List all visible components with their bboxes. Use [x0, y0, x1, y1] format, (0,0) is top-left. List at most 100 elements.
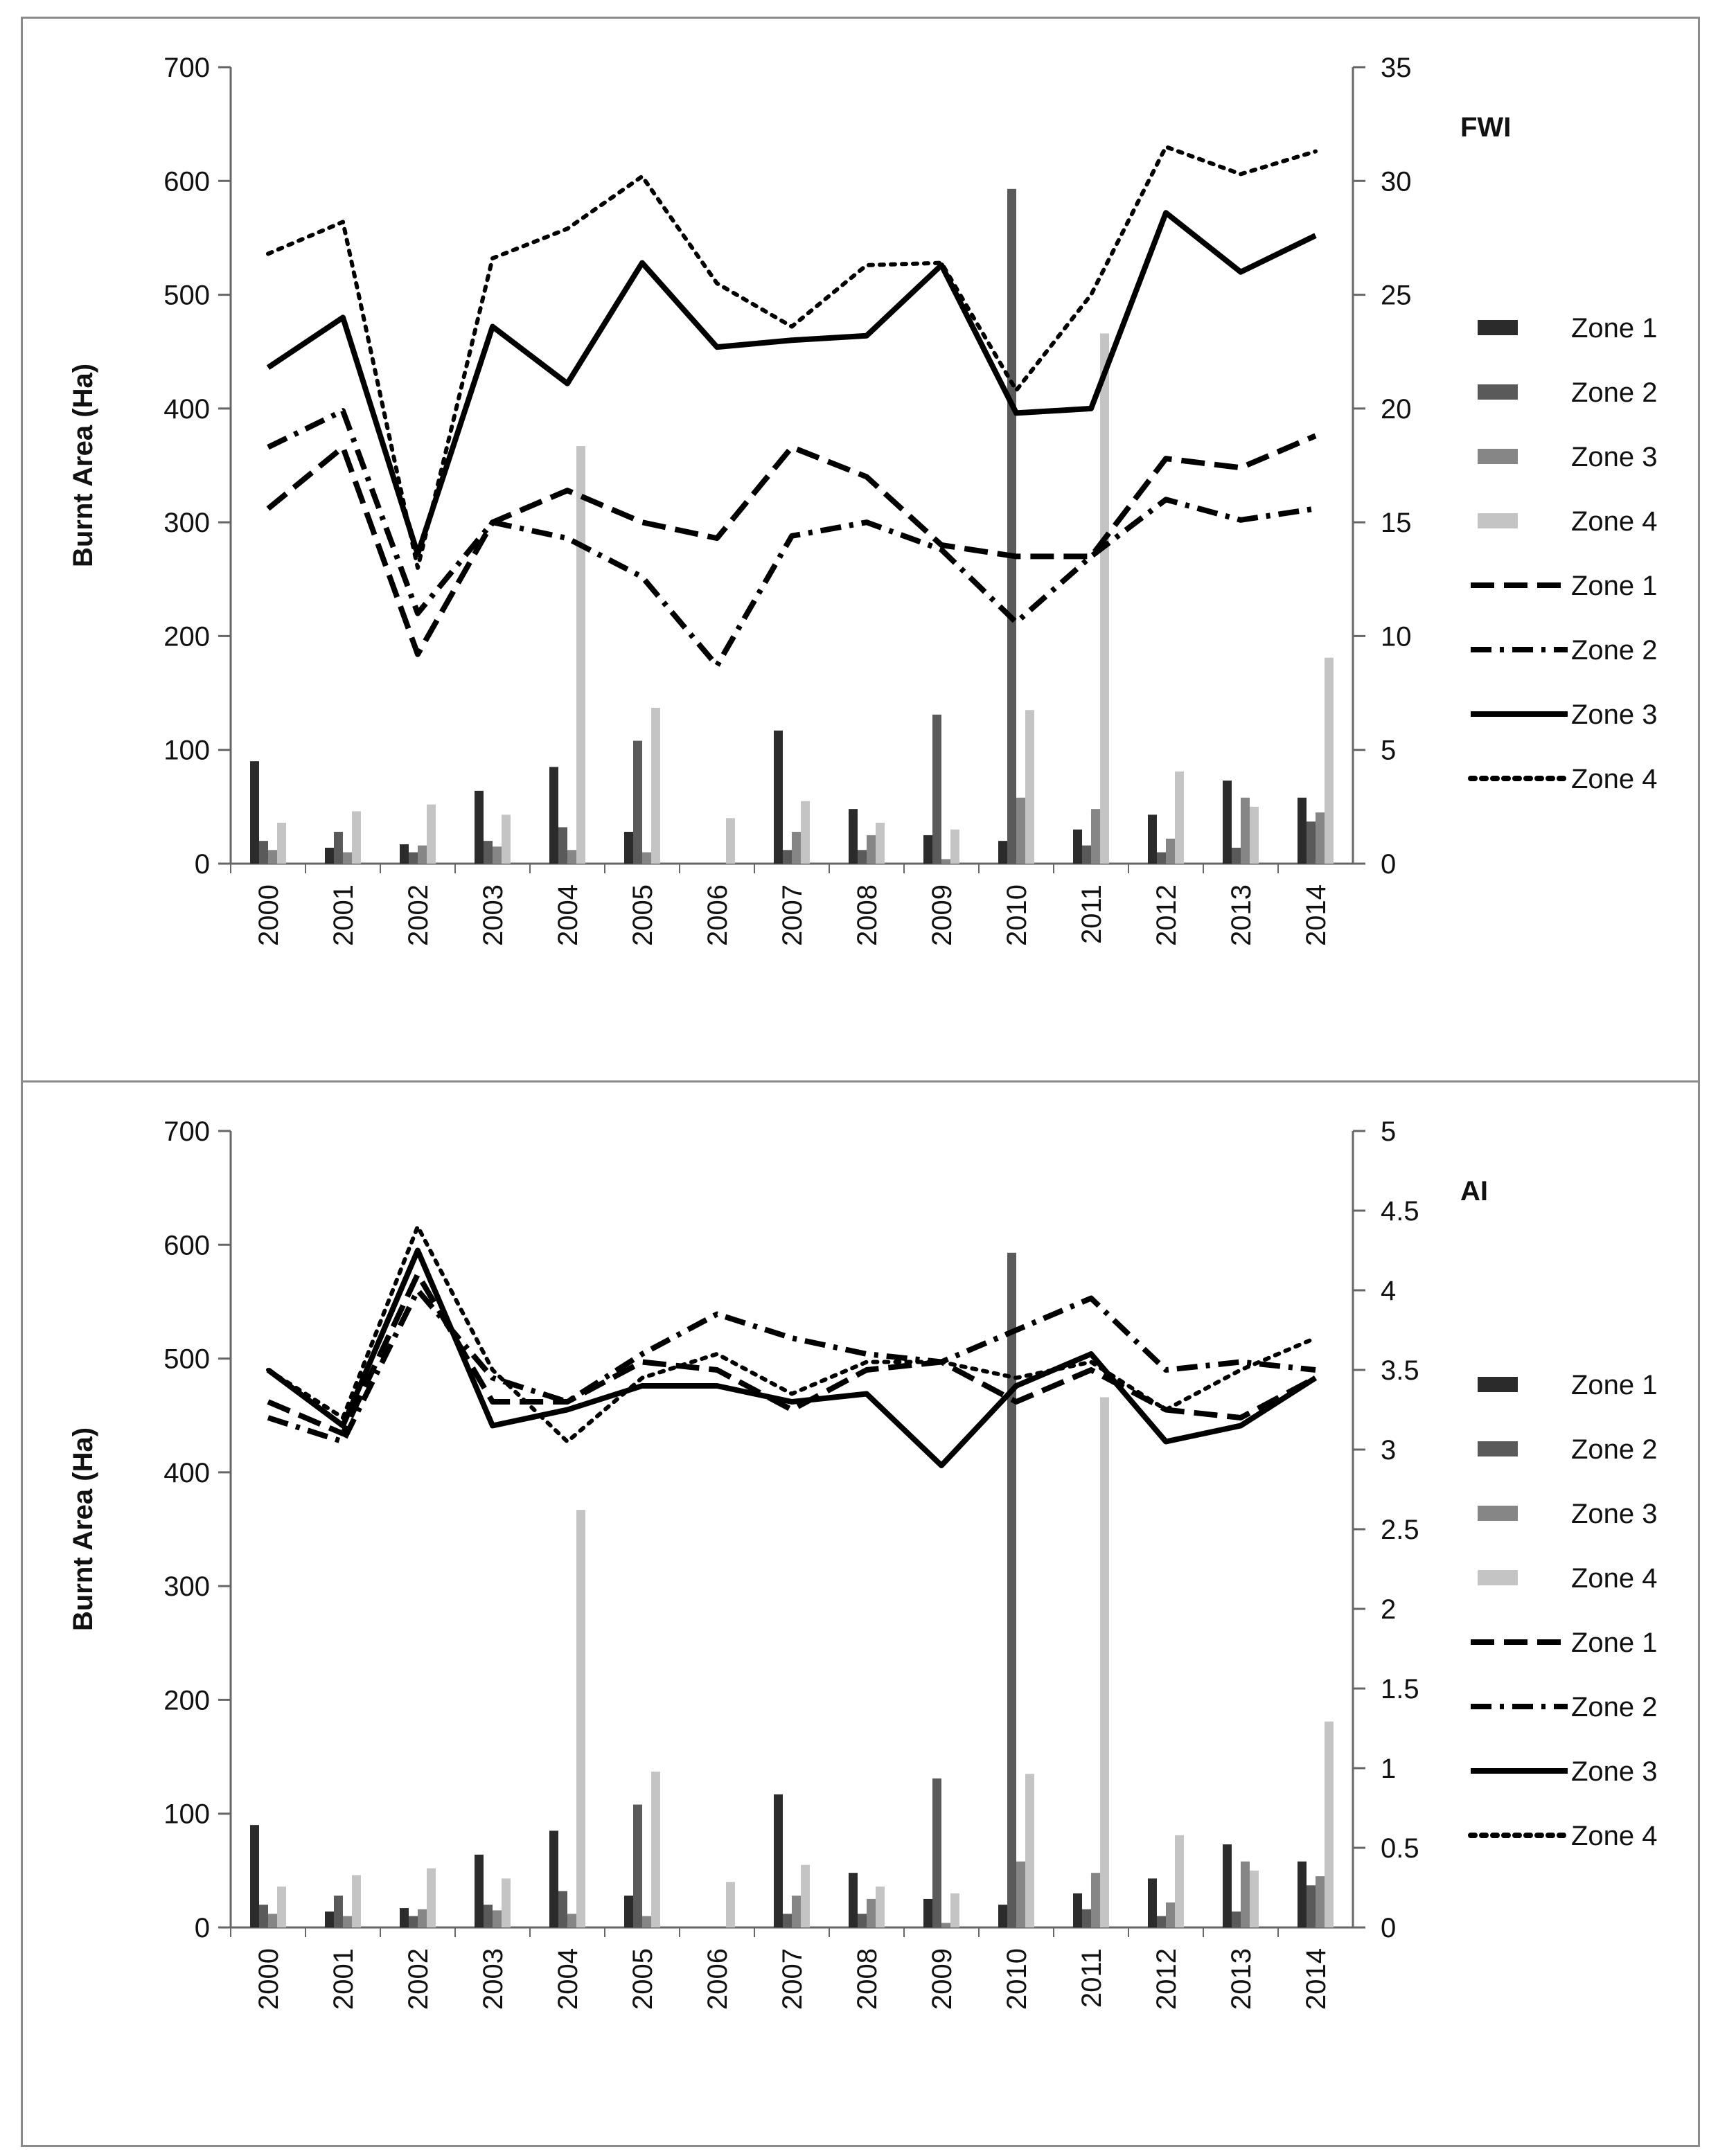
bar-zone-1	[325, 1912, 334, 1927]
x-tick-label: 2005	[628, 884, 658, 946]
bar-zone-2	[1157, 852, 1166, 864]
legend-swatch-bar	[1478, 513, 1518, 528]
x-tick-label: 2010	[1002, 884, 1032, 946]
bar-zone-4	[1250, 1870, 1259, 1927]
bar-zone-2	[783, 850, 792, 864]
legend-swatch-bar	[1478, 320, 1518, 335]
legend-label: Zone 2	[1571, 1692, 1658, 1722]
fwi-chart-panel: 0 100 200 300 400 500 600 700 0 5 10 15 20 25 30 35 Burn…	[21, 17, 1700, 1097]
right-tick-label: 1	[1381, 1754, 1396, 1784]
left-tick-label: 0	[195, 1913, 210, 1943]
ai-chart: 0 100 200 300 400 500 600 700 0 0.5 1 1.5 2 2.5 3 3.5 4 4…	[68, 1116, 1658, 2010]
bar-zone-3	[1316, 1876, 1325, 1927]
chart-title: AI	[1460, 1176, 1488, 1206]
bar-zone-1	[250, 1825, 259, 1927]
line-zone-3-solid	[266, 1247, 1318, 1468]
bar-zone-4	[1175, 1835, 1184, 1927]
right-tick-label: 5	[1381, 736, 1396, 766]
bar-zone-1	[400, 1908, 409, 1927]
line-zone-2-dashdot	[267, 408, 1316, 669]
bar-zone-1	[923, 835, 932, 864]
bar-zone-1	[1223, 1844, 1232, 1927]
left-tick-label: 200	[163, 1685, 210, 1716]
ai-chart-panel: 0 100 200 300 400 500 600 700 0 0.5 1 1.5 2 2.5 3 3.5 4 4…	[21, 1080, 1700, 2147]
legend-label: Zone 1	[1571, 1370, 1658, 1400]
bar-zone-4	[950, 829, 959, 864]
bar-zone-1	[1073, 829, 1082, 864]
bar-zone-1	[475, 1854, 484, 1927]
legend-label: Zone 3	[1571, 1756, 1658, 1787]
bar-zone-2	[1307, 821, 1316, 864]
chart-title: FWI	[1460, 112, 1511, 143]
left-tick-label: 0	[195, 849, 210, 880]
bar-zone-2	[1082, 845, 1091, 864]
bar-zone-4	[576, 446, 585, 864]
right-tick-label: 1.5	[1381, 1674, 1419, 1704]
x-tick-label: 2007	[777, 1948, 808, 2010]
legend-label: Zone 4	[1571, 764, 1658, 794]
x-tick-label: 2000	[254, 884, 284, 946]
left-tick-label: 300	[163, 508, 210, 538]
bar-zone-3	[1016, 1861, 1025, 1927]
bar-zone-1	[325, 848, 334, 864]
bar-zone-3	[418, 1909, 427, 1927]
bar-zone-1	[624, 832, 633, 864]
bar-zone-2	[1307, 1885, 1316, 1927]
bar-zone-2	[932, 1778, 941, 1927]
right-tick-label: 0.5	[1381, 1833, 1419, 1864]
right-tick-label: 25	[1381, 280, 1412, 311]
bar-zone-3	[867, 1898, 876, 1927]
bar-zone-1	[549, 1830, 558, 1927]
bar-zone-3	[1091, 809, 1100, 864]
legend-label: Zone 2	[1571, 635, 1658, 666]
bar-zone-2	[1232, 1912, 1241, 1927]
legend-label: Zone 1	[1571, 1628, 1658, 1658]
bar-zone-3	[567, 850, 576, 864]
left-tick-label: 500	[163, 280, 210, 311]
bar-zone-1	[849, 809, 858, 864]
legend-label: Zone 1	[1571, 313, 1658, 344]
right-tick-label: 4.5	[1381, 1196, 1419, 1227]
x-tick-label: 2010	[1002, 1948, 1032, 2010]
legend-label: Zone 3	[1571, 442, 1658, 472]
x-tick-label: 2009	[927, 1948, 957, 2010]
x-tick-label: 2009	[927, 884, 957, 946]
x-tick-label: 2011	[1077, 1948, 1107, 2008]
right-tick-label: 3.5	[1381, 1355, 1419, 1386]
bar-zone-3	[1016, 797, 1025, 864]
bar-zone-1	[624, 1896, 633, 1927]
bar-zone-4	[726, 818, 735, 864]
right-tick-label: 0	[1381, 849, 1396, 880]
bar-zone-4	[427, 1868, 436, 1927]
y-axis-label: Burnt Area (Ha)	[68, 364, 98, 567]
right-tick-label: 10	[1381, 621, 1412, 652]
bar-zone-4	[1325, 657, 1334, 864]
x-tick-label: 2004	[553, 884, 583, 946]
bar-zone-3	[642, 852, 651, 864]
fwi-chart: 0 100 200 300 400 500 600 700 0 5 10 15 20 25 30 35 Burn…	[68, 53, 1658, 946]
left-tick-label: 500	[163, 1344, 210, 1375]
bar-zone-2	[1007, 1252, 1016, 1927]
bar-zone-3	[493, 1910, 502, 1927]
bar-zone-3	[941, 859, 950, 864]
legend-swatch-bar	[1478, 1441, 1518, 1456]
bar-zone-2	[633, 740, 642, 864]
bar-zone-2	[1007, 188, 1016, 864]
bar-zone-2	[409, 852, 418, 864]
right-tick-label: 5	[1381, 1116, 1396, 1147]
legend-label: Zone 4	[1571, 506, 1658, 537]
bar-zone-2	[783, 1914, 792, 1927]
bar-zone-2	[259, 841, 268, 864]
bar-zone-3	[1091, 1873, 1100, 1927]
legend-label: Zone 4	[1571, 1563, 1658, 1594]
bar-zone-2	[858, 850, 867, 864]
x-tick-label: 2013	[1226, 1948, 1257, 2010]
bar-zone-3	[418, 845, 427, 864]
x-tick-label: 2004	[553, 1948, 583, 2010]
x-tick-label: 2014	[1301, 1948, 1331, 2010]
right-tick-label: 20	[1381, 394, 1412, 425]
line-zone-4-dotted	[266, 1224, 1318, 1444]
line-zone-1-dash	[266, 433, 1317, 657]
bar-zone-3	[1166, 1902, 1175, 1927]
bar-zone-1	[1298, 1861, 1307, 1927]
